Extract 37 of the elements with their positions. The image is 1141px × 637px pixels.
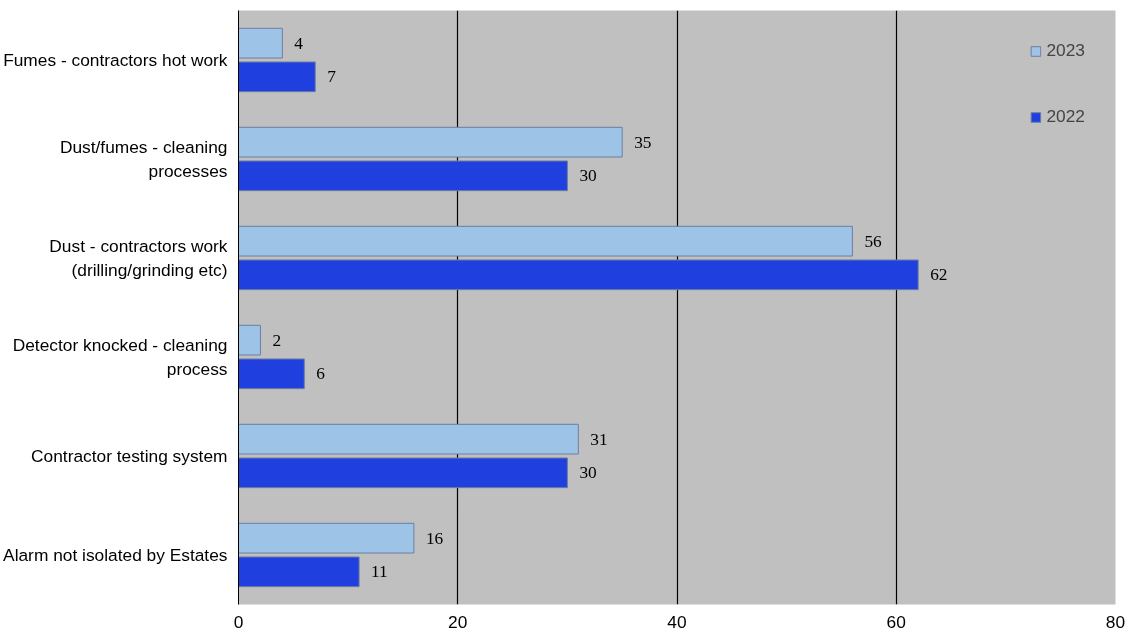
bar (238, 27, 283, 59)
data-label: 6 (316, 364, 326, 384)
data-label: 56 (864, 231, 883, 251)
x-tick-label: 80 (1105, 611, 1126, 632)
x-tick-label: 20 (448, 611, 468, 632)
data-label: 2 (272, 330, 282, 350)
y-tick-label: Dust/fumes - cleaning processes (59, 137, 228, 181)
x-tick-label: 40 (667, 611, 687, 632)
bar (238, 160, 568, 192)
bar (238, 259, 919, 291)
bar (238, 61, 316, 93)
x-tick-label: 60 (886, 611, 906, 632)
x-tick-label: 0 (233, 611, 244, 632)
y-tick-label: Alarm not isolated by Estates (3, 545, 228, 565)
bar (238, 126, 623, 158)
y-tick-label: Contractor testing system (31, 446, 228, 466)
bar (238, 358, 305, 390)
bar (238, 423, 579, 455)
data-label: 4 (294, 33, 304, 53)
data-label: 7 (327, 67, 337, 87)
data-label: 16 (425, 528, 444, 548)
bar (238, 556, 360, 588)
data-label: 11 (371, 562, 388, 582)
bar (238, 522, 415, 554)
y-tick-label: Dust - contractors work (drilling/grinding etc) (49, 236, 228, 280)
data-label: 30 (579, 166, 597, 186)
bar (238, 324, 261, 356)
legend-label: 2022 (1046, 106, 1085, 127)
y-tick-label: Fumes - contractors hot work (3, 50, 228, 70)
y-tick-label: Detector knocked - cleaning process (12, 335, 228, 379)
bar (238, 225, 853, 257)
legend-label: 2023 (1046, 40, 1085, 61)
data-label: 31 (590, 429, 608, 449)
data-label: 30 (579, 463, 597, 483)
bar (238, 457, 568, 489)
data-label: 35 (634, 132, 652, 152)
data-label: 62 (930, 265, 948, 285)
